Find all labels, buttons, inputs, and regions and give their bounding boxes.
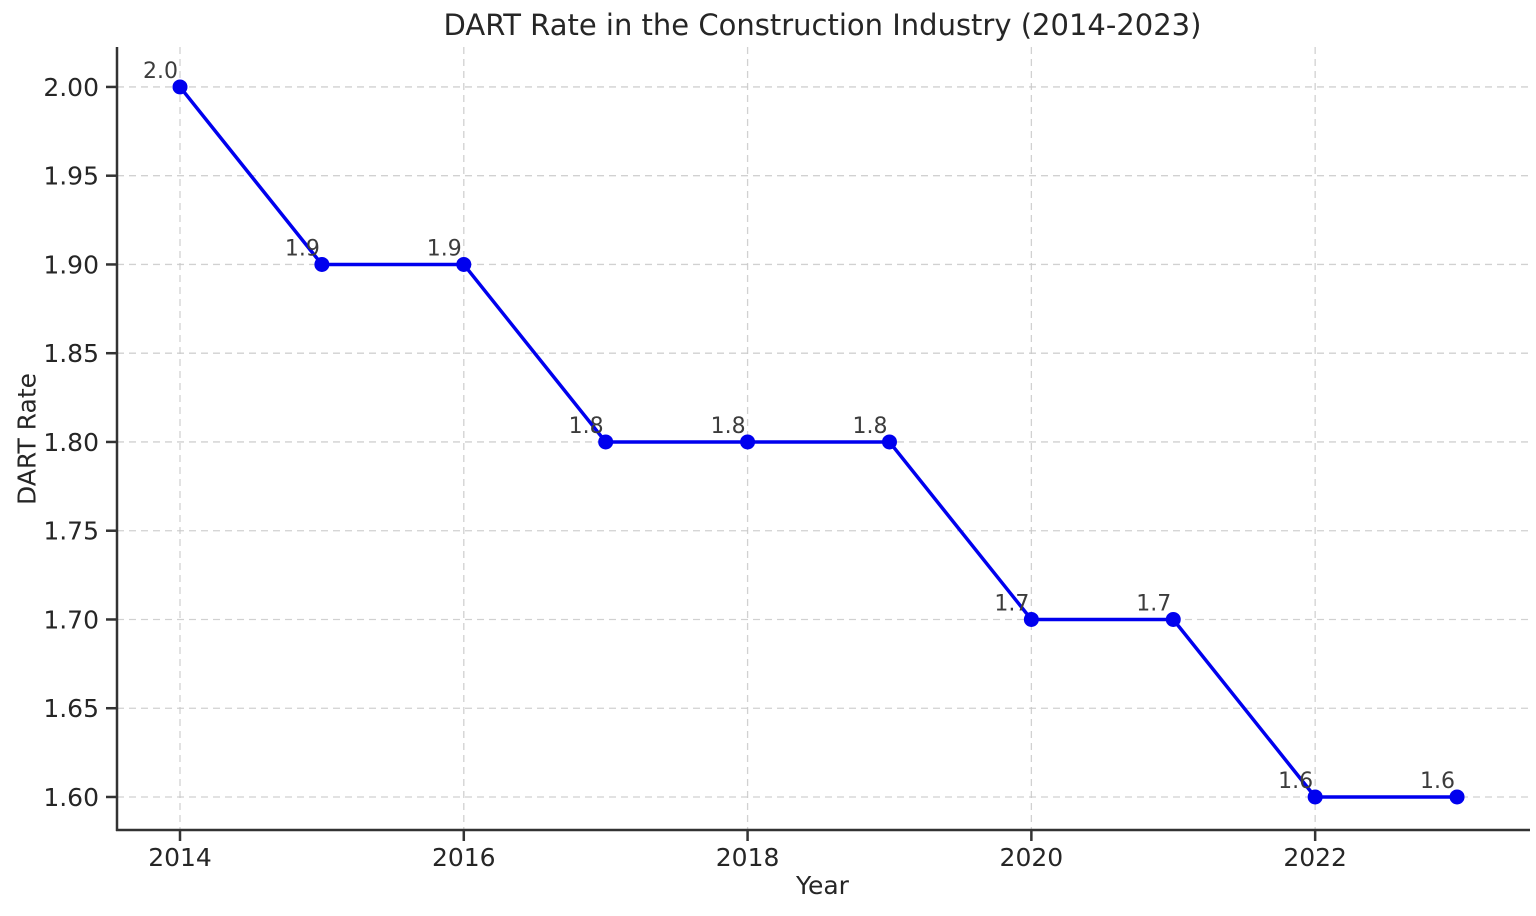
data-point-label: 1.8	[852, 414, 887, 439]
data-point-marker	[881, 434, 897, 450]
y-axis-label: DART Rate	[12, 372, 42, 506]
y-tick-label: 1.85	[43, 339, 99, 368]
y-tick-label: 1.80	[43, 428, 99, 457]
y-tick-label: 1.75	[43, 517, 99, 546]
y-tick-label: 1.70	[43, 605, 99, 634]
data-line	[178, 85, 1459, 799]
data-point-marker	[1307, 789, 1323, 805]
data-point-label: 2.0	[143, 59, 178, 84]
x-tick-label: 2018	[716, 843, 780, 872]
y-tick-label: 1.95	[43, 162, 99, 191]
data-point-label: 1.6	[1278, 769, 1313, 794]
data-point-marker	[1023, 611, 1039, 627]
data-point-marker	[598, 434, 614, 450]
data-point-marker	[172, 79, 188, 95]
data-point-label: 1.8	[711, 414, 746, 439]
x-tick-label: 2020	[1000, 843, 1064, 872]
data-point-label: 1.8	[569, 414, 604, 439]
data-point-marker	[740, 434, 756, 450]
chart-title: DART Rate in the Construction Industry (…	[443, 8, 1202, 42]
data-point-marker	[456, 256, 472, 272]
data-point-label: 1.6	[1420, 769, 1455, 794]
y-tick-label: 1.60	[43, 783, 99, 812]
y-tick-label: 2.00	[43, 73, 99, 102]
data-point-marker	[1449, 789, 1465, 805]
y-tick-label: 1.90	[43, 250, 99, 279]
data-point-label: 1.9	[285, 236, 320, 261]
data-point-label: 1.7	[994, 591, 1029, 616]
x-tick-label: 2016	[432, 843, 496, 872]
y-tick-label: 1.65	[43, 694, 99, 723]
data-point-label: 1.7	[1136, 591, 1171, 616]
data-point-marker	[314, 256, 330, 272]
data-point-marker	[1165, 611, 1181, 627]
x-axis-label: Year	[796, 871, 849, 900]
x-tick-label: 2022	[1283, 843, 1347, 872]
data-point-label: 1.9	[427, 236, 462, 261]
x-tick-label: 2014	[148, 843, 212, 872]
